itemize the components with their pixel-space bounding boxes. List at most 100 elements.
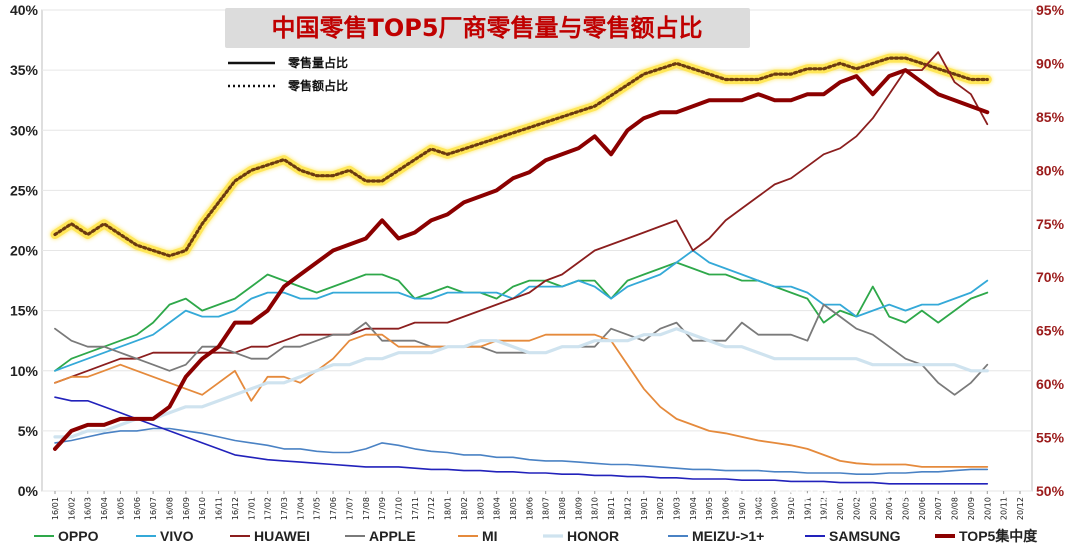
x-tick-label: 19/01: [640, 497, 649, 520]
legend-label: TOP5集中度: [959, 528, 1038, 544]
x-tick-label: 19/08: [754, 497, 763, 520]
series-line: [53, 68, 990, 451]
y-left-tick-label: 20%: [10, 243, 39, 259]
y-axis-left: 0% 5% 10% 15% 20% 25% 30% 35% 40%: [10, 2, 39, 499]
y-left-tick-label: 35%: [10, 62, 39, 78]
x-tick-label: 16/11: [215, 497, 224, 520]
x-tick-label: 20/07: [934, 497, 943, 520]
y-right-tick-label: 55%: [1036, 430, 1065, 446]
series-line: [54, 261, 989, 372]
x-tick-label: 20/12: [1016, 497, 1025, 520]
x-tick-label: 16/08: [165, 497, 174, 520]
x-tick-label: 17/05: [313, 497, 322, 520]
x-tick-label: 20/08: [951, 497, 960, 520]
legend-label: SAMSUNG: [829, 528, 901, 544]
x-tick-label: 17/02: [264, 497, 273, 520]
x-tick-label: 19/10: [787, 497, 796, 520]
x-tick-label: 16/04: [100, 497, 109, 520]
series-line: [53, 327, 989, 439]
legend-label: APPLE: [369, 528, 416, 544]
series-line: [54, 427, 989, 475]
x-tick-label: 18/03: [476, 497, 485, 520]
line-kind-solid-label: 零售量占比: [287, 55, 348, 70]
x-tick-label: 16/01: [51, 497, 60, 520]
x-tick-label: 16/02: [67, 497, 76, 520]
y-left-tick-label: 0%: [18, 483, 39, 499]
x-tick-label: 18/01: [444, 497, 453, 520]
x-tick-label: 17/04: [296, 497, 305, 520]
x-tick-label: 18/10: [591, 497, 600, 520]
x-tick-label: 16/09: [182, 497, 191, 520]
series-line: [54, 303, 989, 396]
y-left-tick-label: 30%: [10, 122, 39, 138]
legend-label: OPPO: [58, 528, 99, 544]
x-tick-label: 18/02: [460, 497, 469, 520]
x-tick-label: 16/06: [133, 497, 142, 520]
x-tick-label: 17/03: [280, 497, 289, 520]
x-tick-label: 17/07: [345, 497, 354, 520]
y-axis-right: 50% 55% 60% 65% 70% 75% 80% 85% 90% 95%: [1036, 2, 1065, 499]
y-left-tick-label: 10%: [10, 363, 39, 379]
x-tick-label: 20/04: [885, 497, 894, 520]
x-tick-label: 18/11: [607, 497, 616, 520]
y-left-tick-label: 15%: [10, 303, 39, 319]
x-tick-label: 20/01: [836, 497, 845, 520]
legend: OPPO VIVO HUAWEI APPLE MI HONOR MEIZU->1+ SAMSU…: [34, 528, 1038, 544]
x-tick-label: 19/02: [656, 497, 665, 520]
x-tick-label: 18/09: [574, 497, 583, 520]
y-right-tick-label: 50%: [1036, 483, 1065, 499]
x-tick-label: 18/05: [509, 497, 518, 520]
y-right-tick-label: 65%: [1036, 323, 1065, 339]
line-kind-dotted-label: 零售额占比: [287, 78, 348, 93]
legend-label: HUAWEI: [254, 528, 310, 544]
y-right-tick-label: 80%: [1036, 162, 1065, 178]
legend-label: MI: [482, 528, 498, 544]
x-tick-label: 17/08: [362, 497, 371, 520]
x-tick-label: 20/10: [983, 497, 992, 520]
x-tick-label: 19/06: [722, 497, 731, 520]
series-lines: [50, 51, 992, 485]
x-tick-label: 18/07: [542, 497, 551, 520]
legend-label: MEIZU->1+: [692, 528, 764, 544]
y-right-tick-label: 85%: [1036, 109, 1065, 125]
watermark: 知乎 @安卓部店长史: [728, 483, 914, 507]
x-tick-label: 17/11: [411, 497, 420, 520]
x-axis: 16/01 16/02 16/03 16/04 16/05 16/06 16/07 16/08…: [51, 491, 1025, 520]
series-line: [54, 396, 989, 485]
series-line: [54, 249, 989, 372]
x-tick-label: 19/04: [689, 497, 698, 520]
y-right-tick-label: 70%: [1036, 269, 1065, 285]
x-tick-label: 19/03: [673, 497, 682, 520]
y-right-tick-label: 75%: [1036, 216, 1065, 232]
x-tick-label: 20/03: [869, 497, 878, 520]
x-tick-label: 16/12: [231, 497, 240, 520]
x-tick-label: 17/10: [394, 497, 403, 520]
x-tick-label: 16/10: [198, 497, 207, 520]
x-tick-label: 20/09: [967, 497, 976, 520]
x-tick-label: 17/06: [329, 497, 338, 520]
x-tick-label: 18/06: [525, 497, 534, 520]
x-tick-label: 18/04: [493, 497, 502, 520]
x-tick-label: 16/07: [149, 497, 158, 520]
retail-value-share-line: [53, 56, 989, 258]
x-tick-label: 20/06: [918, 497, 927, 520]
x-tick-label: 19/05: [705, 497, 714, 520]
x-tick-label: 19/11: [803, 497, 812, 520]
legend-label: HONOR: [567, 528, 619, 544]
title-background: [225, 8, 750, 48]
y-right-tick-label: 95%: [1036, 2, 1065, 18]
line-kind-legend: 零售量占比 零售额占比: [228, 55, 348, 93]
legend-label: VIVO: [160, 528, 194, 544]
x-tick-label: 16/03: [84, 497, 93, 520]
x-tick-label: 19/07: [738, 497, 747, 520]
x-tick-label: 16/05: [116, 497, 125, 520]
y-right-tick-label: 90%: [1036, 55, 1065, 71]
x-tick-label: 20/02: [852, 497, 861, 520]
x-tick-label: 20/05: [902, 497, 911, 520]
x-tick-label: 18/12: [623, 497, 632, 520]
y-left-tick-label: 25%: [10, 182, 39, 198]
x-tick-label: 17/09: [378, 497, 387, 520]
x-tick-label: 19/09: [771, 497, 780, 520]
y-right-tick-label: 60%: [1036, 376, 1065, 392]
